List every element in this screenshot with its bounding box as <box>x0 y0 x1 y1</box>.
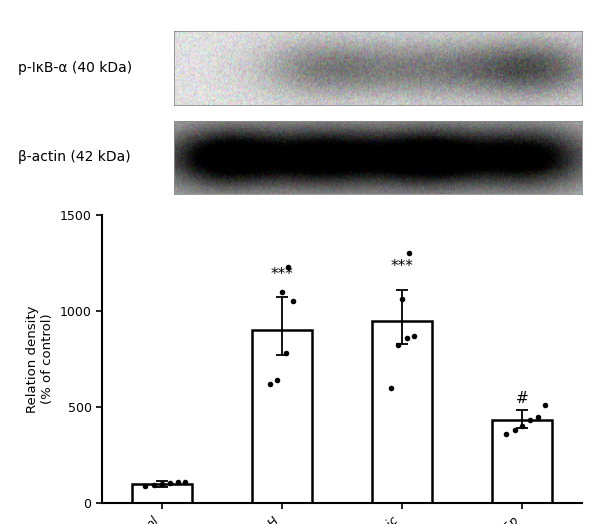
Point <box>281 349 290 357</box>
Point <box>526 416 535 424</box>
Point <box>404 249 414 257</box>
Point <box>140 482 150 490</box>
Point <box>166 479 175 487</box>
Point <box>277 288 287 296</box>
Point <box>288 297 298 305</box>
Point <box>394 341 403 350</box>
Bar <box>372 321 432 503</box>
Point <box>386 384 396 392</box>
Point <box>157 480 167 488</box>
Point <box>272 376 282 384</box>
Bar <box>252 330 312 503</box>
Bar <box>492 420 552 503</box>
Text: p-IκB-α (40 kDa): p-IκB-α (40 kDa) <box>18 61 132 75</box>
Point <box>149 481 158 489</box>
Point <box>173 478 182 486</box>
Bar <box>132 484 192 503</box>
Point <box>533 412 542 421</box>
Text: #: # <box>515 391 529 406</box>
Y-axis label: Relation density
(% of control): Relation density (% of control) <box>26 305 54 413</box>
Point <box>502 430 511 438</box>
Text: ***: *** <box>391 259 413 275</box>
Point <box>283 263 293 271</box>
Point <box>402 334 412 342</box>
Point <box>180 477 190 486</box>
Point <box>510 426 520 434</box>
Point <box>409 332 419 340</box>
Text: β-actin (42 kDa): β-actin (42 kDa) <box>18 150 131 164</box>
Text: ***: *** <box>271 267 293 282</box>
Point <box>517 422 527 430</box>
Point <box>265 380 275 388</box>
Point <box>397 295 407 303</box>
Point <box>540 401 550 409</box>
